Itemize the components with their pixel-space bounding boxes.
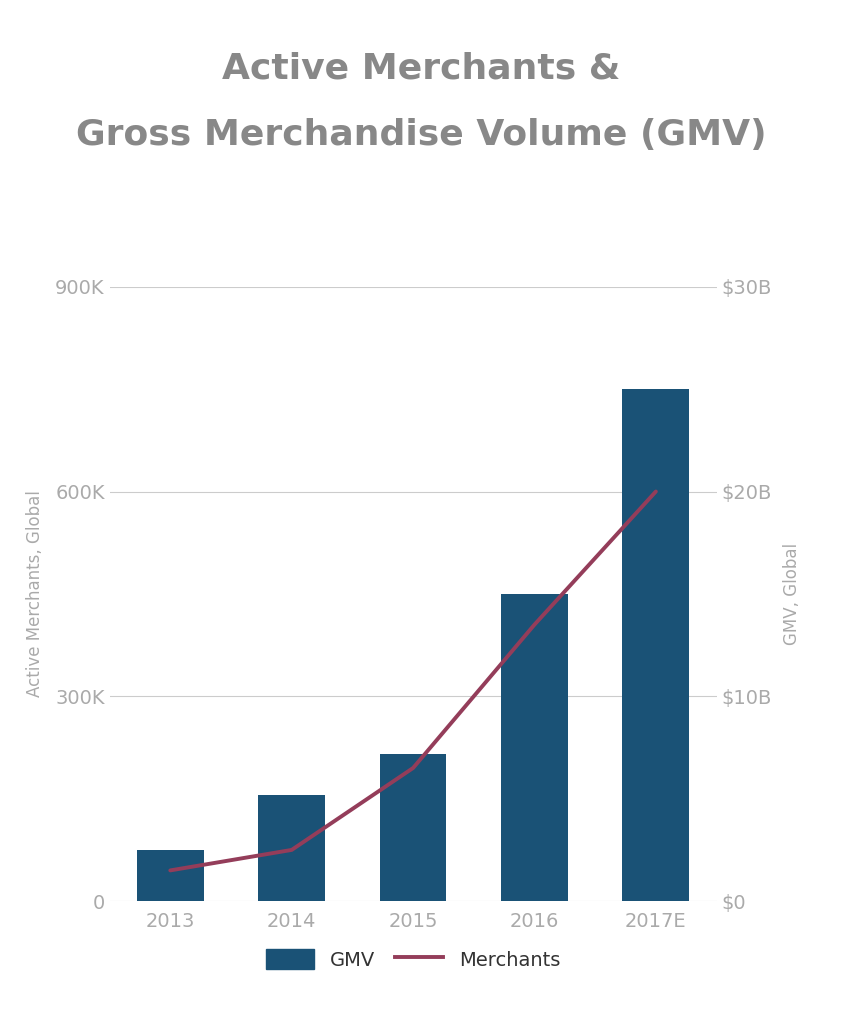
Bar bbox=[501, 594, 568, 901]
Bar bbox=[622, 389, 690, 901]
Y-axis label: Active Merchants, Global: Active Merchants, Global bbox=[26, 490, 44, 697]
Bar bbox=[137, 850, 204, 901]
Text: Gross Merchandise Volume (GMV): Gross Merchandise Volume (GMV) bbox=[76, 118, 767, 152]
Bar bbox=[379, 755, 447, 901]
Y-axis label: GMV, Global: GMV, Global bbox=[783, 543, 801, 645]
Text: Active Merchants &: Active Merchants & bbox=[223, 51, 620, 85]
Legend: GMV, Merchants: GMV, Merchants bbox=[258, 941, 568, 978]
Bar bbox=[258, 796, 325, 901]
